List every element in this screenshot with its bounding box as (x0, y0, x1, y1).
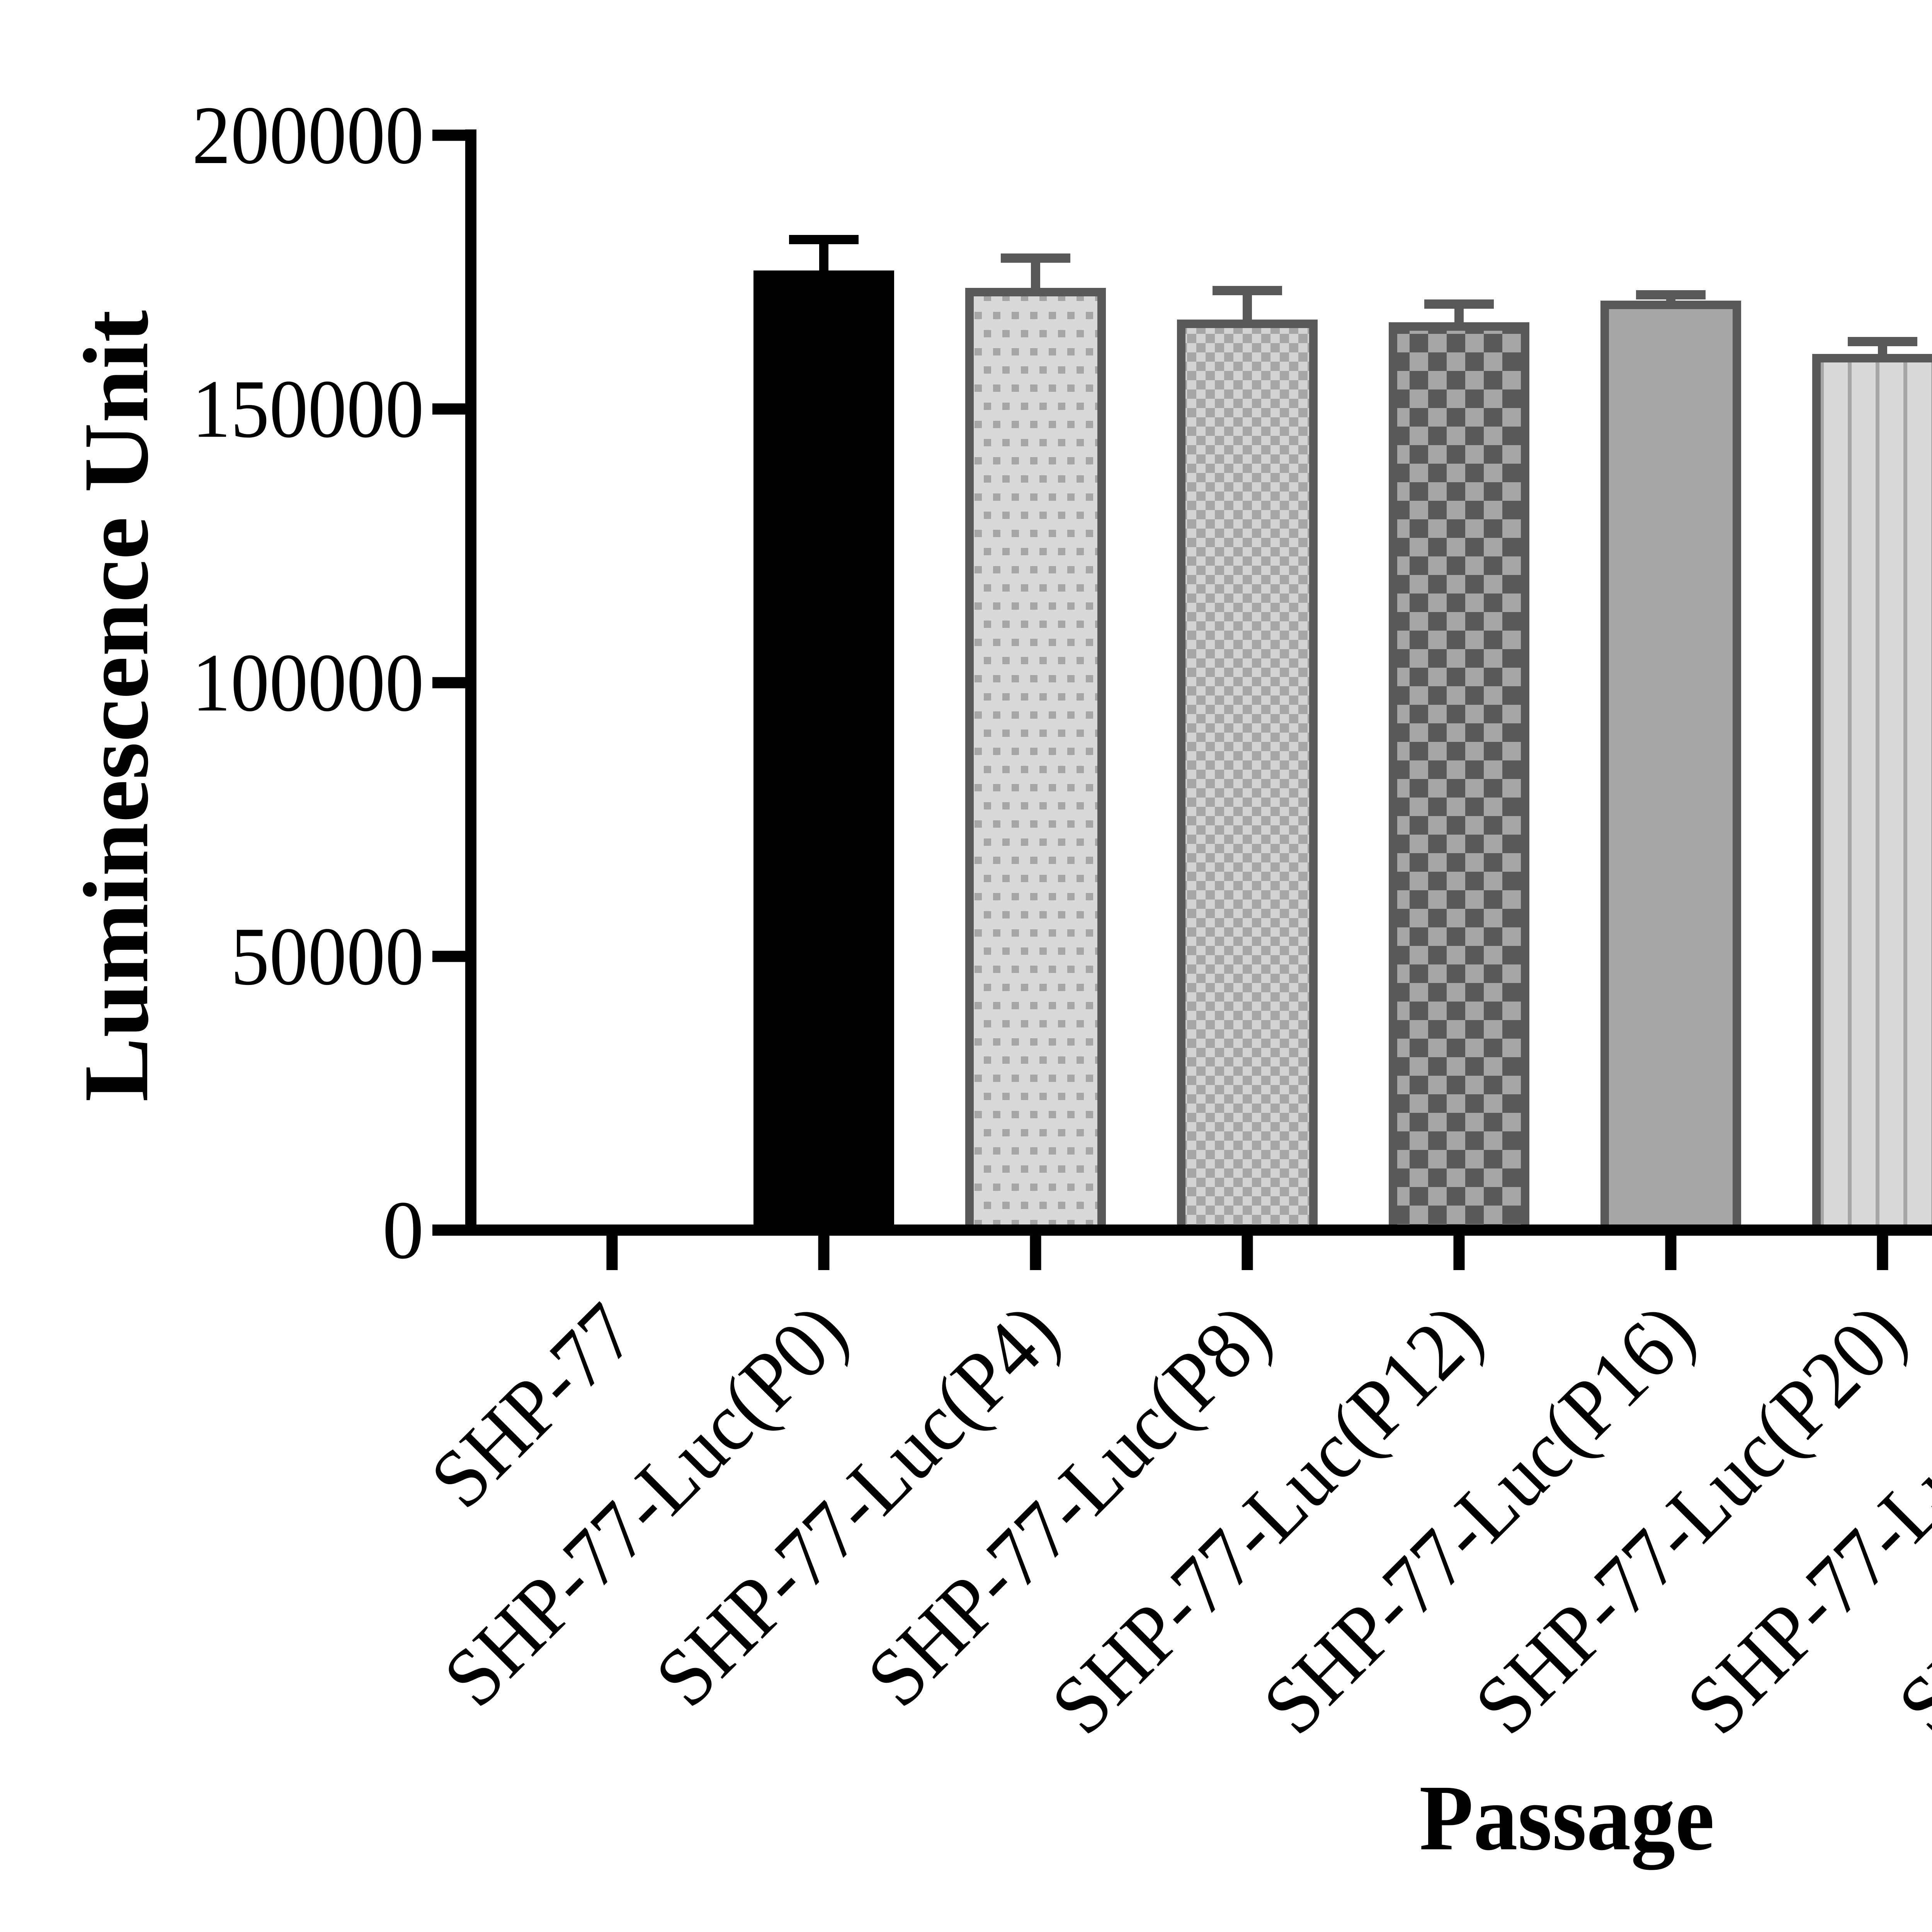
svg-text:Luminescence Unit: Luminescence Unit (65, 310, 167, 1102)
svg-text:50000: 50000 (231, 910, 424, 1002)
svg-text:100000: 100000 (192, 636, 424, 729)
svg-text:Passage: Passage (1419, 1765, 1714, 1870)
svg-text:0: 0 (383, 1184, 424, 1276)
svg-text:150000: 150000 (192, 362, 424, 455)
svg-text:200000: 200000 (192, 89, 424, 181)
